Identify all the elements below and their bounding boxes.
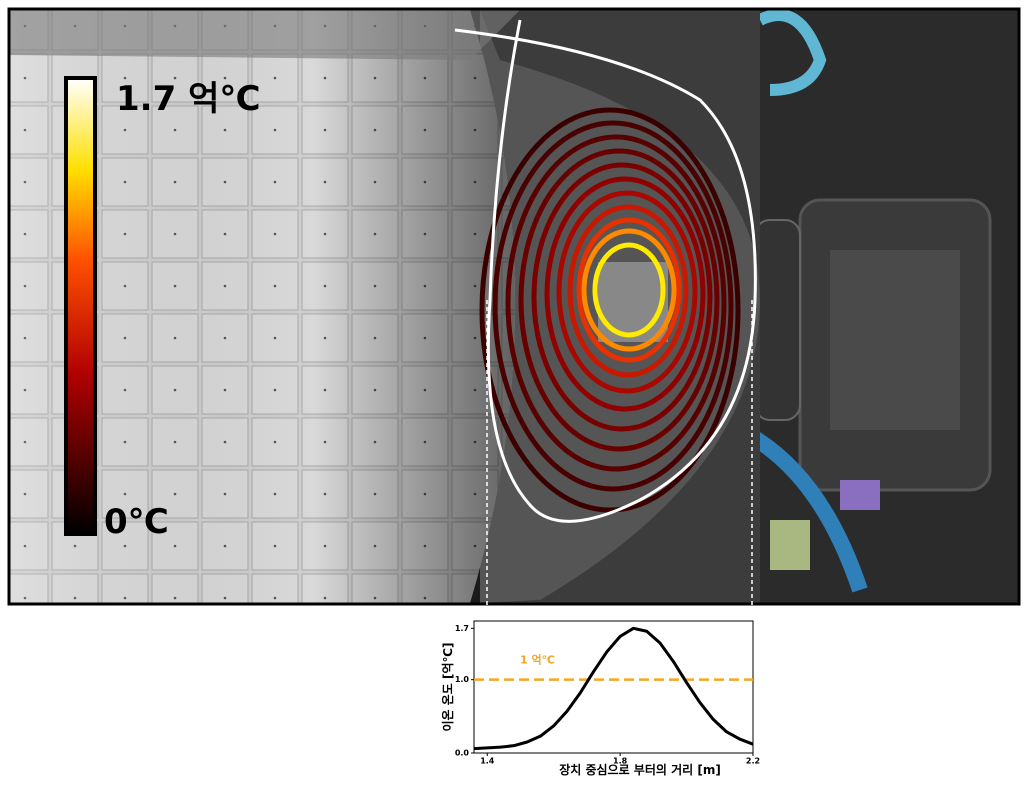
temperature-contours bbox=[479, 107, 741, 513]
x-tick-label: 1.4 bbox=[480, 757, 495, 766]
tokamak-image: 1.7 억℃ 0℃ bbox=[10, 10, 1018, 603]
x-tick-label: 1.8 bbox=[613, 757, 628, 766]
image-frame bbox=[7, 7, 1021, 606]
colorbar-min-label: 0℃ bbox=[104, 502, 169, 542]
y-tick-label: 0.0 bbox=[455, 749, 470, 758]
plot-area bbox=[473, 620, 754, 754]
reference-label: 1 억℃ bbox=[520, 654, 555, 667]
data-line bbox=[473, 626, 754, 751]
y-axis-label: 이온 온도 [억℃] bbox=[440, 642, 455, 731]
plasma-boundary bbox=[454, 19, 757, 523]
colorbar bbox=[64, 76, 97, 536]
y-tick-label: 1.7 bbox=[455, 624, 469, 633]
y-tick-label: 1.0 bbox=[455, 675, 470, 684]
colorbar-max-label: 1.7 억℃ bbox=[116, 79, 261, 119]
x-axis-label: 장치 중심으로 부터의 거리 [m] bbox=[559, 762, 721, 777]
x-tick-label: 2.2 bbox=[746, 757, 760, 766]
